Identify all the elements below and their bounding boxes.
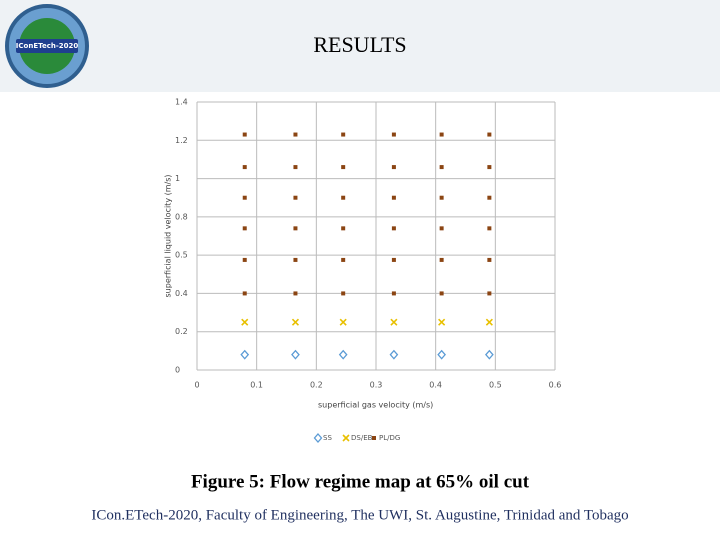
data-point bbox=[437, 349, 446, 360]
x-tick-label: 0.5 bbox=[489, 381, 502, 390]
x-tick-label: 0.2 bbox=[310, 381, 323, 390]
data-point bbox=[487, 291, 492, 296]
data-point bbox=[439, 226, 444, 231]
data-point bbox=[487, 165, 492, 170]
data-point bbox=[242, 132, 247, 137]
data-point bbox=[390, 318, 398, 326]
x-tick-label: 0.3 bbox=[370, 381, 383, 390]
header-band bbox=[0, 0, 720, 92]
data-point bbox=[293, 132, 298, 137]
data-point bbox=[487, 195, 492, 200]
x-tick-label: 0.6 bbox=[549, 381, 562, 390]
data-point bbox=[242, 195, 247, 200]
y-tick-label: 1.2 bbox=[175, 136, 188, 145]
data-point bbox=[485, 318, 493, 326]
data-point bbox=[439, 132, 444, 137]
x-tick-label: 0 bbox=[194, 381, 199, 390]
data-point bbox=[341, 165, 346, 170]
data-point bbox=[242, 257, 247, 262]
data-point bbox=[391, 165, 396, 170]
legend-label: PL/DG bbox=[379, 434, 400, 442]
y-tick-label: 1 bbox=[175, 174, 180, 183]
y-tick-label: 0.2 bbox=[175, 327, 188, 336]
y-tick-label: 0.8 bbox=[175, 212, 188, 221]
data-point bbox=[487, 132, 492, 137]
data-point bbox=[341, 257, 346, 262]
legend-label: DS/EB bbox=[351, 434, 373, 442]
legend-swatch bbox=[372, 436, 376, 440]
data-point bbox=[439, 195, 444, 200]
footer: ICon.ETech-2020, Faculty of Engineering,… bbox=[91, 507, 628, 523]
data-point bbox=[391, 257, 396, 262]
data-point bbox=[389, 349, 399, 360]
legend-swatch bbox=[313, 433, 323, 443]
x-tick-label: 0.4 bbox=[429, 381, 442, 390]
data-point bbox=[241, 318, 249, 326]
legend-label: SS bbox=[323, 434, 332, 442]
y-tick-label: 0.5 bbox=[175, 251, 188, 260]
x-tick-label: 0.1 bbox=[250, 381, 263, 390]
data-point bbox=[341, 226, 346, 231]
data-point bbox=[487, 257, 492, 262]
logo: IConETech-2020 bbox=[5, 4, 89, 88]
data-point bbox=[293, 195, 298, 200]
data-point bbox=[242, 291, 247, 296]
data-point bbox=[240, 349, 250, 360]
data-point bbox=[341, 195, 346, 200]
data-point bbox=[341, 132, 346, 137]
data-point bbox=[293, 257, 298, 262]
data-point bbox=[391, 226, 396, 231]
data-point bbox=[439, 165, 444, 170]
data-point bbox=[341, 291, 346, 296]
data-point bbox=[293, 165, 298, 170]
data-point bbox=[293, 226, 298, 231]
caption: Figure 5: Flow regime map at 65% oil cut bbox=[191, 471, 530, 492]
y-tick-label: 1.4 bbox=[175, 98, 188, 107]
data-point bbox=[391, 291, 396, 296]
data-point bbox=[439, 257, 444, 262]
data-point bbox=[291, 349, 300, 360]
data-point bbox=[338, 349, 348, 360]
data-point bbox=[485, 349, 494, 360]
data-point bbox=[487, 226, 492, 231]
data-point bbox=[391, 195, 396, 200]
data-point bbox=[438, 318, 446, 326]
slide-title: RESULTS bbox=[313, 32, 406, 57]
data-point bbox=[293, 291, 298, 296]
legend-swatch bbox=[342, 434, 350, 442]
data-point bbox=[242, 226, 247, 231]
y-tick-label: 0.4 bbox=[175, 289, 188, 298]
data-point bbox=[242, 165, 247, 170]
data-point bbox=[339, 318, 347, 326]
data-point bbox=[291, 318, 300, 326]
logo-text: IConETech-2020 bbox=[16, 42, 79, 50]
data-point bbox=[391, 132, 396, 137]
y-axis-label: superficial liquid velocity (m/s) bbox=[164, 175, 173, 298]
y-tick-label: 0 bbox=[175, 366, 180, 375]
x-axis-label: superficial gas velocity (m/s) bbox=[318, 401, 433, 410]
data-point bbox=[439, 291, 444, 296]
